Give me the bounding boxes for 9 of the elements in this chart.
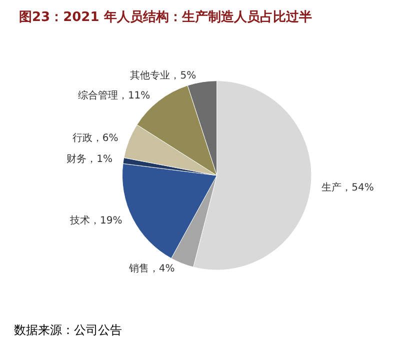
- slice-label: 生产，54%: [322, 182, 374, 194]
- slice-label: 销售，4%: [128, 262, 175, 274]
- slice-label: 其他专业，5%: [130, 70, 196, 82]
- source-note: 数据来源：公司公告: [14, 323, 122, 337]
- slice-label: 综合管理，11%: [78, 89, 150, 102]
- chart-title: 图23：2021 年人员结构：生产制造人员占比过半: [19, 9, 312, 25]
- slice-label: 行政，6%: [72, 132, 118, 144]
- slice-label: 技术，19%: [68, 214, 122, 227]
- slice-label: 财务，1%: [66, 153, 112, 166]
